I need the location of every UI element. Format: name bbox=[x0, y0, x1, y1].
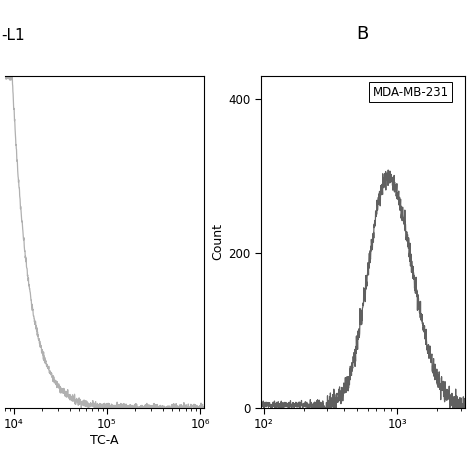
Text: MDA-MB-231: MDA-MB-231 bbox=[373, 86, 449, 99]
Y-axis label: Count: Count bbox=[211, 223, 224, 260]
Text: -L1: -L1 bbox=[1, 27, 24, 43]
X-axis label: TC-A: TC-A bbox=[90, 434, 118, 447]
Text: B: B bbox=[356, 25, 369, 43]
